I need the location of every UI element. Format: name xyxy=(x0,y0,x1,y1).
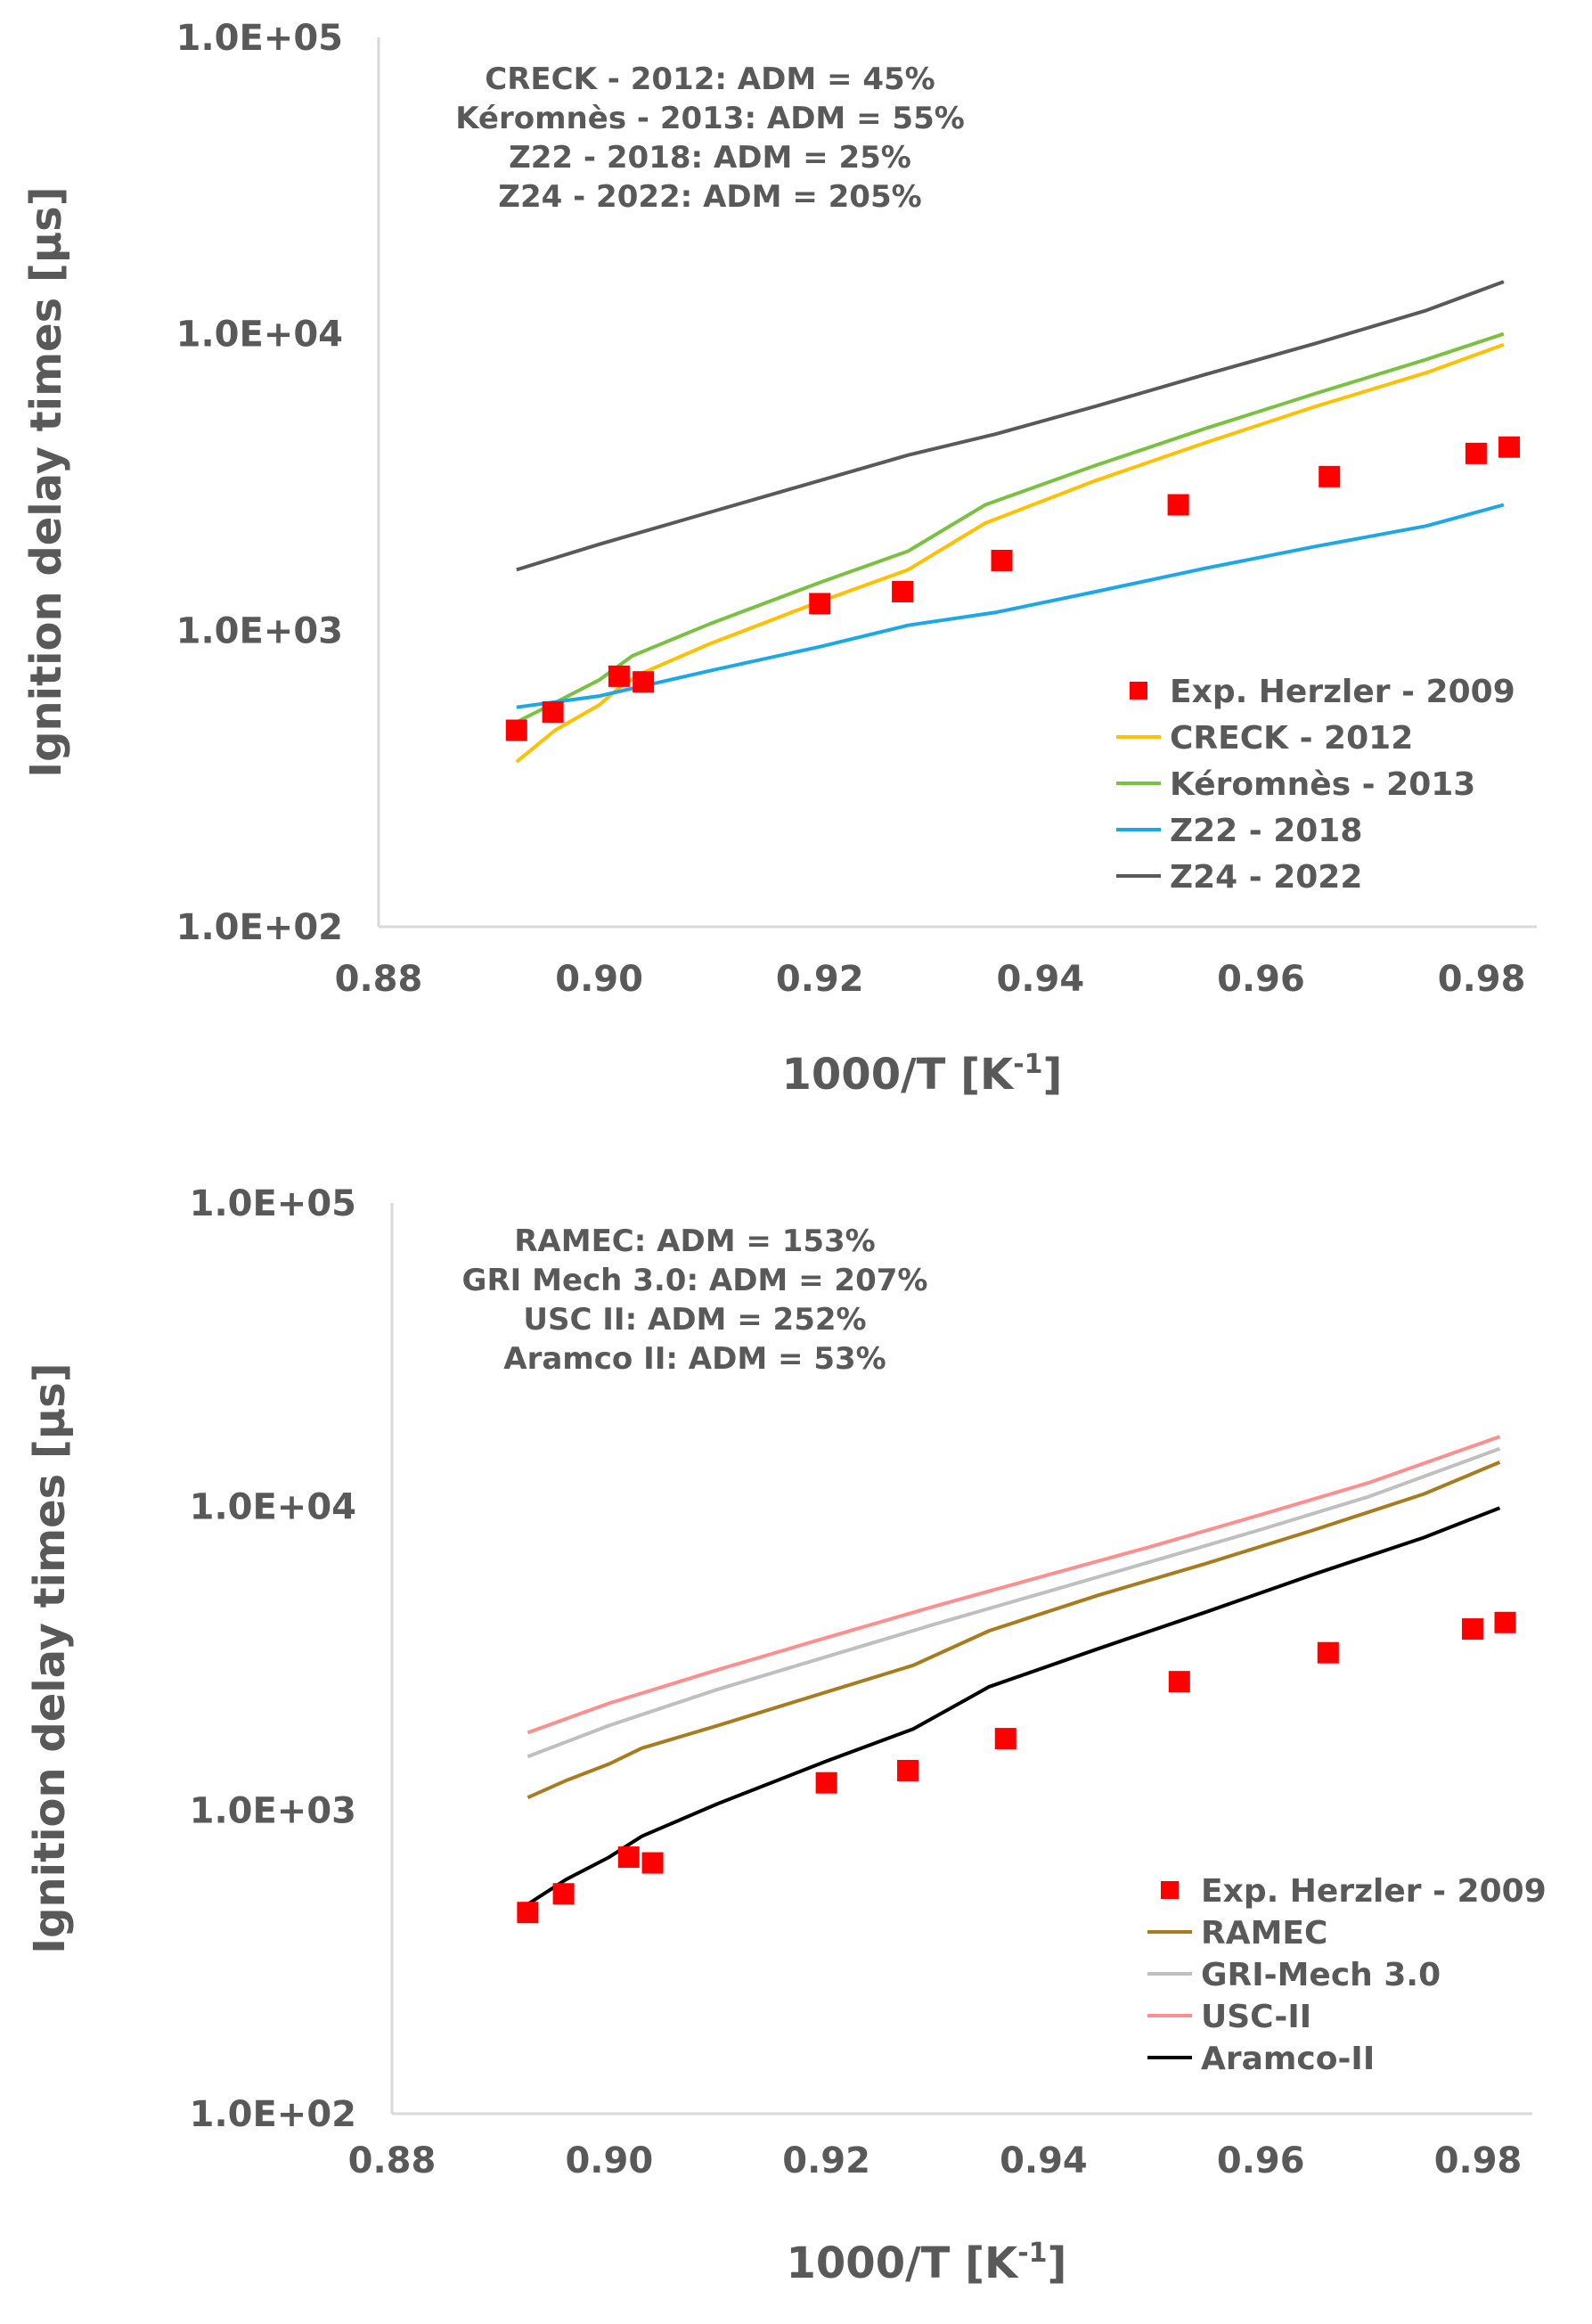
bottom-x-tick-label: 0.88 xyxy=(348,2140,437,2181)
top-series-line xyxy=(516,280,1505,572)
top-y-tick-label: 1.0E+03 xyxy=(176,610,343,651)
top-exp-point xyxy=(542,701,564,724)
top-x-tick-label: 0.94 xyxy=(997,959,1085,1000)
top-exp-point xyxy=(1167,494,1189,516)
top-legend-label: CRECK - 2012 xyxy=(1170,720,1413,757)
top-x-axis-title: 1000/T [K-1] xyxy=(782,1049,1063,1100)
bottom-y-tick-label: 1.0E+04 xyxy=(190,1487,356,1528)
bottom-legend-marker xyxy=(1161,1881,1179,1899)
bottom-exp-point xyxy=(641,1852,664,1874)
bottom-y-axis-title: Ignition delay times [µs] xyxy=(25,1362,75,1953)
bottom-exp-point xyxy=(617,1846,640,1869)
top-legend-label: Z24 - 2022 xyxy=(1170,859,1362,896)
bottom-legend-label: Aramco-II xyxy=(1201,2041,1375,2077)
top-legend-label: Exp. Herzler - 2009 xyxy=(1170,674,1515,710)
bottom-x-tick-label: 0.90 xyxy=(565,2140,653,2181)
bottom-x-axis-title-main: 1000/T [K xyxy=(787,2238,1020,2288)
top-series-line xyxy=(515,331,1505,724)
bottom-exp-point xyxy=(994,1728,1016,1750)
top-exp-point xyxy=(809,593,831,615)
bottom-adm-annotation: Aramco II: ADM = 53% xyxy=(503,1341,886,1377)
top-legend-marker xyxy=(1130,682,1147,700)
bottom-x-axis-title: 1000/T [K-1] xyxy=(787,2238,1067,2288)
top-exp-point xyxy=(505,719,527,741)
bottom-legend-label: GRI-Mech 3.0 xyxy=(1201,1957,1441,1993)
bottom-x-tick-label: 0.94 xyxy=(1000,2140,1088,2181)
bottom-series-line xyxy=(527,1446,1501,1759)
top-exp-point xyxy=(892,580,914,602)
top-exp-point xyxy=(608,665,630,687)
bottom-series-line xyxy=(527,1461,1501,1800)
top-exp-point xyxy=(991,549,1013,571)
bottom-legend-label: USC-II xyxy=(1201,1999,1311,2035)
chart-top: 1.0E+02 1.0E+03 1.0E+04 1.0E+05 0.88 0.90 0.92… xyxy=(0,0,1592,1150)
top-x-axis-title-sup: -1 xyxy=(1013,1049,1042,1080)
chart-bottom-svg: 1.0E+02 1.0E+03 1.0E+04 1.0E+05 0.88 0.90 0.92… xyxy=(25,1183,1547,2288)
bottom-adm-annotation: GRI Mech 3.0: ADM = 207% xyxy=(462,1263,928,1298)
top-x-tick-label: 0.90 xyxy=(555,959,643,1000)
top-x-tick-label: 0.88 xyxy=(335,959,423,1000)
bottom-exp-point xyxy=(552,1883,575,1905)
top-x-tick-label: 0.98 xyxy=(1438,959,1526,1000)
top-legend-label: Kéromnès - 2013 xyxy=(1170,766,1475,803)
bottom-exp-point xyxy=(897,1759,919,1781)
bottom-y-tick-label: 1.0E+05 xyxy=(190,1183,356,1224)
bottom-x-tick-label: 0.98 xyxy=(1434,2140,1523,2181)
top-legend-label: Z22 - 2018 xyxy=(1170,813,1362,849)
top-y-tick-label: 1.0E+02 xyxy=(176,907,343,948)
chart-bottom: 1.0E+02 1.0E+03 1.0E+04 1.0E+05 0.88 0.90 0.92… xyxy=(0,1167,1592,2324)
chart-top-svg: 1.0E+02 1.0E+03 1.0E+04 1.0E+05 0.88 0.90 0.92… xyxy=(21,18,1537,1100)
top-exp-point xyxy=(1498,436,1521,458)
bottom-adm-annotation: RAMEC: ADM = 153% xyxy=(514,1223,876,1259)
bottom-exp-point xyxy=(1317,1641,1339,1664)
bottom-x-axis-title-end: ] xyxy=(1048,2238,1067,2288)
top-series-line xyxy=(516,503,1505,709)
top-exp-point xyxy=(1319,465,1341,487)
bottom-series-line xyxy=(527,1506,1501,1906)
bottom-x-tick-label: 0.96 xyxy=(1217,2140,1305,2181)
top-x-axis-title-main: 1000/T [K xyxy=(782,1050,1016,1100)
bottom-exp-point xyxy=(1168,1671,1190,1693)
bottom-adm-annotation: USC II: ADM = 252% xyxy=(523,1302,866,1338)
bottom-y-tick-label: 1.0E+03 xyxy=(190,1790,356,1831)
bottom-exp-point xyxy=(815,1772,837,1794)
bottom-exp-point xyxy=(517,1902,539,1924)
bottom-y-tick-label: 1.0E+02 xyxy=(190,2094,356,2135)
top-adm-annotation: CRECK - 2012: ADM = 45% xyxy=(485,61,935,97)
top-x-tick-label: 0.96 xyxy=(1217,959,1305,1000)
top-x-tick-label: 0.92 xyxy=(776,959,864,1000)
bottom-legend-label: Exp. Herzler - 2009 xyxy=(1201,1873,1547,1910)
top-series-line xyxy=(515,342,1505,764)
bottom-x-axis-title-sup: -1 xyxy=(1017,2238,1047,2269)
top-y-tick-label: 1.0E+04 xyxy=(176,315,343,356)
top-adm-annotation: Z22 - 2018: ADM = 25% xyxy=(509,140,911,176)
bottom-legend-label: RAMEC xyxy=(1201,1915,1327,1952)
bottom-exp-point xyxy=(1461,1618,1483,1641)
top-exp-point xyxy=(1465,442,1487,464)
top-adm-annotation: Kéromnès - 2013: ADM = 55% xyxy=(455,101,965,136)
top-adm-annotation: Z24 - 2022: ADM = 205% xyxy=(498,179,921,215)
bottom-x-tick-label: 0.92 xyxy=(782,2140,870,2181)
top-x-axis-title-end: ] xyxy=(1043,1050,1063,1100)
bottom-series-line xyxy=(527,1435,1501,1735)
top-y-axis-title: Ignition delay times [µs] xyxy=(21,186,71,777)
bottom-exp-point xyxy=(1494,1611,1516,1633)
top-y-tick-label: 1.0E+05 xyxy=(176,18,343,59)
top-exp-point xyxy=(633,671,655,693)
